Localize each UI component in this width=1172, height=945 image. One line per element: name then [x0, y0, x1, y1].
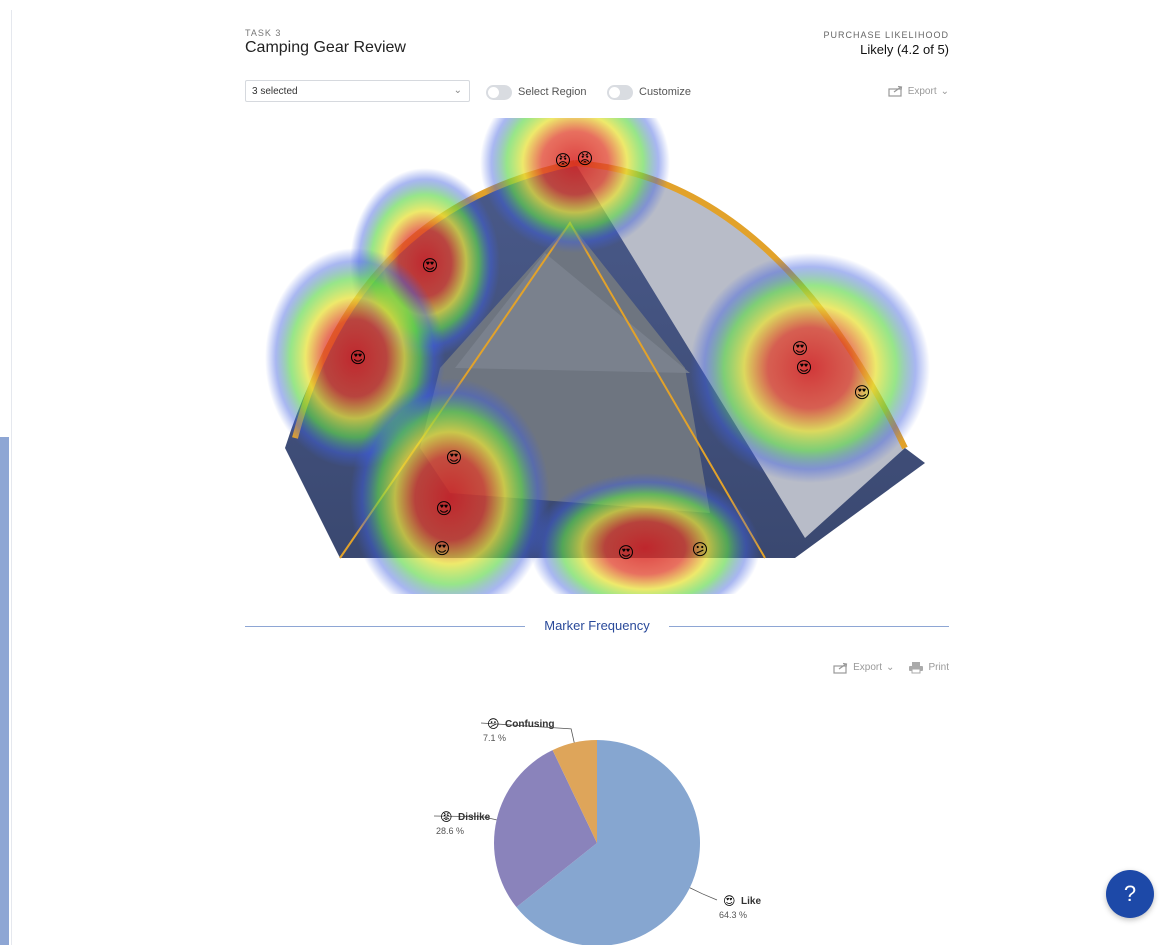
heart-eyes-emoji-icon: 😍	[434, 539, 451, 558]
customize-toggle-group: Customize	[607, 83, 691, 101]
pie-leader-line	[689, 887, 718, 901]
heart-eyes-emoji-icon: 😍	[618, 543, 635, 562]
select-region-toggle-group: Select Region	[486, 83, 587, 101]
tent-door-mesh	[455, 253, 690, 373]
angry-emoji-icon: 😡	[577, 149, 594, 168]
emoji-markers: 😡 😡 😍 😍 😍 😍 😍 😍 😍 😍 😍 😕	[350, 149, 871, 562]
purchase-likelihood-label: PURCHASE LIKELIHOOD	[823, 30, 949, 40]
export-heatmap-button[interactable]: Export ⌄	[888, 85, 949, 97]
printer-icon	[909, 662, 924, 674]
chevron-down-icon: ⌄	[940, 85, 949, 97]
export-label: Export	[907, 85, 937, 97]
select-region-label: Select Region	[518, 86, 587, 98]
pie-slice-confusing[interactable]	[552, 740, 597, 843]
pie-leader-line	[433, 815, 497, 821]
angry-emoji-icon: 😡	[555, 151, 572, 170]
heart-eyes-emoji-icon: 😍	[796, 358, 813, 377]
confused-emoji-icon: 😕	[692, 540, 709, 559]
section-divider-right	[669, 626, 949, 627]
pie-value-confusing: 7.1 %	[483, 733, 506, 743]
export-icon	[888, 85, 902, 97]
pie-label-confusing: Confusing	[505, 719, 554, 730]
heart-eyes-emoji-icon: 😍	[422, 256, 439, 275]
task-number: TASK 3	[245, 28, 282, 38]
print-label: Print	[928, 662, 949, 673]
heart-eyes-emoji-icon: 😍	[436, 499, 453, 518]
heat-spot-door-left	[350, 378, 550, 594]
customize-label: Customize	[639, 86, 691, 98]
chevron-down-icon: ⌄	[886, 662, 895, 673]
chevron-down-icon: ⌄	[453, 85, 462, 96]
heart-eyes-emoji-icon: 😍	[446, 448, 463, 467]
heat-spot-door-bottom	[530, 473, 760, 594]
heart-eyes-emoji-icon: 😍	[350, 348, 367, 367]
heart-eyes-emoji-icon: 😍	[723, 894, 736, 908]
select-region-toggle[interactable]	[486, 84, 512, 100]
pie-value-dislike: 28.6 %	[436, 826, 464, 836]
pie-label-dislike: Dislike	[458, 812, 491, 823]
pie-slice-dislike[interactable]	[494, 750, 597, 908]
marker-selector[interactable]: 3 selected ⌄	[245, 80, 470, 102]
section-title: Marker Frequency	[245, 618, 949, 633]
heat-spot-top	[480, 118, 670, 253]
print-button[interactable]: Print	[908, 661, 949, 674]
confused-emoji-icon: 😕	[487, 717, 500, 731]
marker-selector-value: 3 selected	[252, 86, 298, 97]
heat-spot-right	[690, 253, 930, 483]
chart-toolbar: Export ⌄ Print	[833, 661, 949, 674]
section-title-text: Marker Frequency	[532, 618, 662, 633]
heart-eyes-emoji-icon: 😍	[854, 383, 871, 402]
pie-label-like: Like	[741, 896, 761, 907]
task-report: TASK 3 Camping Gear Review PURCHASE LIKE…	[245, 0, 949, 945]
pie-value-like: 64.3 %	[719, 910, 747, 920]
tent-heatmap[interactable]: 😡 😡 😍 😍 😍 😍 😍 😍 😍 😍 😍 😕	[245, 118, 949, 594]
heart-eyes-emoji-icon: 😍	[792, 339, 809, 358]
export-chart-label: Export	[853, 662, 883, 673]
side-panel-accent	[0, 437, 9, 945]
angry-emoji-icon: 😡	[440, 810, 453, 824]
task-title: Camping Gear Review	[245, 39, 406, 56]
export-chart-button[interactable]: Export ⌄	[833, 662, 894, 674]
marker-frequency-pie-chart: 😍 Like 64.3 % 😡 Dislike 28.6 % 😕 Confusing 7.1 %	[433, 717, 761, 945]
customize-toggle[interactable]	[607, 84, 633, 100]
purchase-likelihood-value: Likely (4.2 of 5)	[860, 42, 949, 57]
pie-leader-line	[480, 722, 575, 743]
section-divider-left	[245, 626, 525, 627]
help-button[interactable]: ?	[1106, 870, 1154, 918]
export-icon	[833, 662, 848, 674]
pie-slice-like[interactable]	[516, 740, 700, 945]
